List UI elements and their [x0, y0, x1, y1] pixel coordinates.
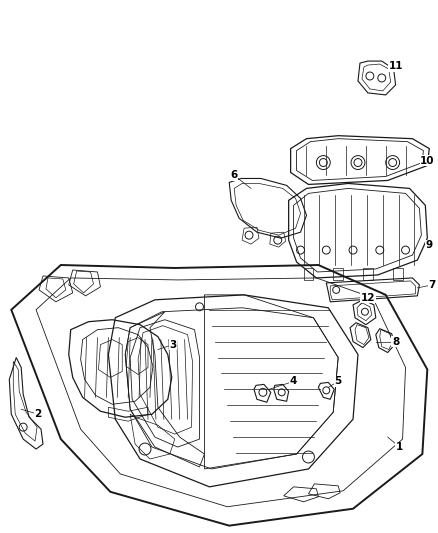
Text: 2: 2	[35, 409, 42, 419]
Text: 1: 1	[396, 442, 403, 452]
Text: 8: 8	[392, 337, 399, 346]
Text: 6: 6	[230, 171, 238, 181]
Text: 12: 12	[360, 293, 375, 303]
Text: 7: 7	[429, 280, 436, 290]
Text: 3: 3	[169, 340, 177, 350]
Text: 4: 4	[290, 376, 297, 386]
Text: 10: 10	[420, 156, 434, 166]
Text: 9: 9	[426, 240, 433, 250]
Text: 11: 11	[389, 61, 403, 71]
Text: 5: 5	[335, 376, 342, 386]
